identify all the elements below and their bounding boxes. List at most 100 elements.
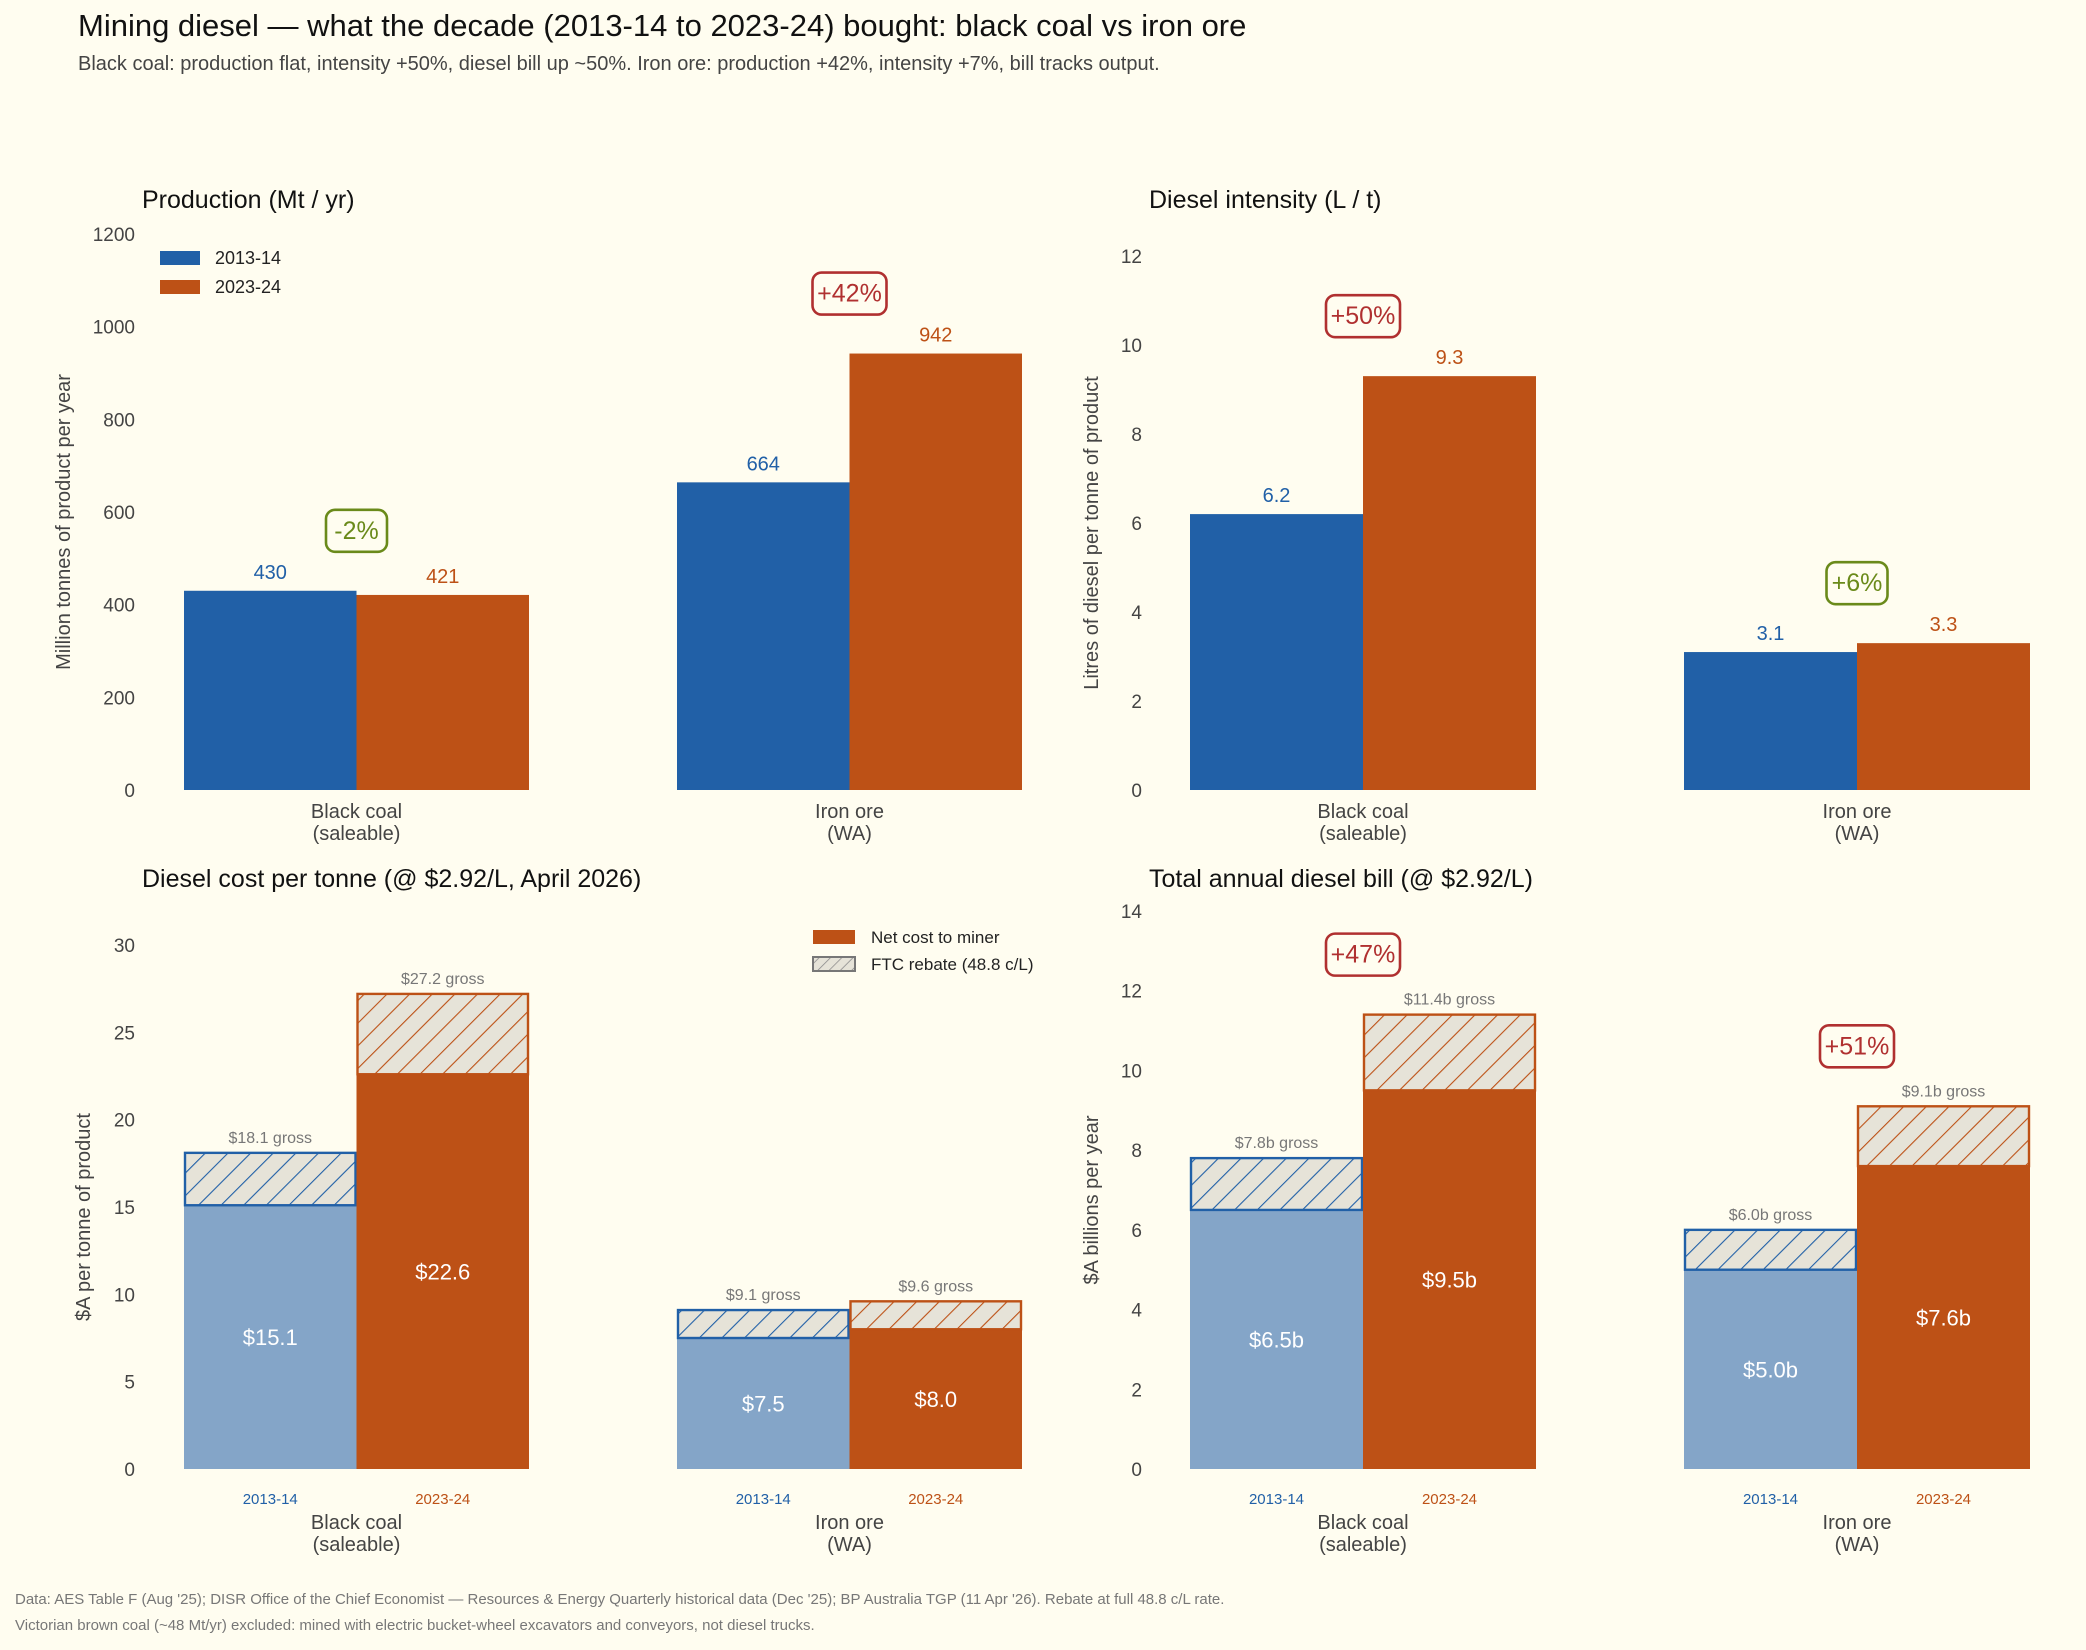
legend-label: Net cost to miner — [871, 928, 1000, 947]
category-label: Iron ore (WA) — [1823, 801, 1892, 845]
bar-2023-24-0 — [1363, 376, 1536, 790]
bar-rebate-2013-14-0 — [1189, 1156, 1364, 1212]
bar-2013-14-1 — [677, 482, 850, 790]
y-tick-label: 1000 — [93, 318, 135, 339]
period-tick-label: 2013-14 — [1249, 1491, 1304, 1508]
gross-value-label: $7.8b gross — [1235, 1135, 1319, 1152]
period-tick-label: 2023-24 — [415, 1491, 470, 1508]
y-tick-label: 5 — [124, 1373, 135, 1394]
category-label: Iron ore (WA) — [815, 1512, 884, 1556]
y-tick-label: 0 — [1131, 781, 1142, 802]
change-badge: +6% — [1832, 569, 1883, 597]
bar-value-label: 6.2 — [1263, 485, 1291, 507]
category-label: Black coal (saleable) — [311, 801, 402, 845]
chart-panel-production: Production (Mt / yr) 0 200 400 600 800 1000 120… — [53, 186, 1022, 845]
y-tick-label: 25 — [114, 1023, 135, 1044]
bar-net-2023-24-1 — [849, 1329, 1022, 1469]
gross-value-label: $27.2 gross — [401, 971, 485, 988]
y-axis-label: $A per tonne of product — [73, 1113, 95, 1321]
footer-exclusion-note: Victorian brown coal (~48 Mt/yr) exclude… — [15, 1617, 815, 1634]
bar-rebate-2013-14-1 — [676, 1308, 850, 1340]
bar-value-label: 942 — [919, 325, 952, 347]
period-tick-label: 2013-14 — [243, 1491, 298, 1508]
bar-value-label: 3.3 — [1930, 614, 1958, 636]
change-badge: +51% — [1825, 1032, 1890, 1060]
bar-value-label: 9.3 — [1436, 347, 1464, 369]
legend-swatch — [812, 956, 856, 972]
y-tick-label: 20 — [114, 1111, 135, 1132]
y-tick-label: 0 — [124, 781, 135, 802]
legend-label: 2023-24 — [215, 277, 281, 297]
change-badge-frame — [1818, 1024, 1896, 1069]
panel-title: Diesel cost per tonne (@ $2.92/L, April … — [142, 865, 641, 893]
net-value-label: $9.5b — [1422, 1268, 1477, 1293]
bar-net-2013-14-1 — [677, 1338, 850, 1469]
chart-panel-intensity: Diesel intensity (L / t) 0 2 4 6 8 10 12 Litres … — [1081, 186, 2030, 845]
bar-2013-14-0 — [184, 590, 357, 790]
period-tick-label: 2023-24 — [908, 1491, 963, 1508]
legend-swatch — [160, 280, 200, 294]
bar-rebate-2023-24-1 — [1856, 1105, 2031, 1168]
y-tick-label: 200 — [103, 688, 135, 709]
bar-2013-14-1 — [1684, 652, 1857, 790]
y-tick-label: 2 — [1131, 692, 1142, 713]
bar-net-2023-24-0 — [1363, 1090, 1536, 1469]
y-tick-label: 6 — [1131, 514, 1142, 535]
period-tick-label: 2013-14 — [1743, 1491, 1798, 1508]
y-tick-label: 8 — [1131, 425, 1142, 446]
bar-net-2013-14-0 — [184, 1205, 357, 1469]
period-tick-label: 2023-24 — [1916, 1491, 1971, 1508]
bar-2013-14-0 — [1190, 514, 1363, 790]
bar-net-2023-24-1 — [1857, 1166, 2030, 1469]
bar-rebate-2013-14-1 — [1683, 1228, 1858, 1271]
y-axis-label: $A billions per year — [1081, 1115, 1103, 1284]
gross-value-label: $6.0b gross — [1729, 1207, 1813, 1224]
bar-2023-24-1 — [849, 353, 1022, 790]
figure-subtitle: Black coal: production flat, intensity +… — [78, 53, 1160, 75]
category-label: Black coal (saleable) — [311, 1512, 402, 1556]
net-value-label: $6.5b — [1249, 1327, 1304, 1352]
bar-value-label: 430 — [254, 562, 287, 584]
y-tick-label: 400 — [103, 596, 135, 617]
category-label: Iron ore (WA) — [815, 801, 884, 845]
period-tick-label: 2023-24 — [1422, 1491, 1477, 1508]
y-tick-label: 15 — [114, 1198, 135, 1219]
gross-value-label: $9.6 gross — [898, 1278, 973, 1295]
change-badge: +50% — [1331, 302, 1396, 330]
bar-value-label: 421 — [426, 566, 459, 588]
change-badge-frame — [811, 271, 888, 316]
chart-panel-cost_per_tonne: Diesel cost per tonne (@ $2.92/L, April … — [73, 865, 1034, 1556]
bar-2023-24-1 — [1857, 643, 2030, 790]
bar-rebate-2023-24-0 — [1362, 1013, 1537, 1092]
legend-swatch — [160, 251, 200, 265]
gross-value-label: $9.1b gross — [1902, 1083, 1986, 1100]
period-tick-label: 2013-14 — [736, 1491, 791, 1508]
y-tick-label: 4 — [1131, 1301, 1142, 1322]
bar-rebate-2023-24-1 — [849, 1300, 1023, 1331]
net-value-label: $8.0 — [914, 1387, 957, 1412]
bar-net-2023-24-0 — [356, 1074, 529, 1469]
y-tick-label: 800 — [103, 410, 135, 431]
category-label: Black coal (saleable) — [1317, 1512, 1408, 1556]
net-value-label: $15.1 — [243, 1325, 298, 1350]
net-value-label: $5.0b — [1743, 1357, 1798, 1382]
net-value-label: $22.6 — [415, 1260, 470, 1285]
y-tick-label: 10 — [114, 1285, 135, 1306]
y-tick-label: 6 — [1131, 1221, 1142, 1242]
y-axis-label: Million tonnes of product per year — [53, 374, 75, 670]
footer-source-note: Data: AES Table F (Aug '25); DISR Office… — [15, 1591, 1225, 1608]
legend-label: 2013-14 — [215, 248, 281, 268]
change-badge-frame — [324, 508, 389, 554]
change-badge-frame — [1324, 293, 1402, 339]
y-tick-label: 0 — [1131, 1460, 1142, 1481]
bar-net-2013-14-0 — [1190, 1209, 1363, 1469]
y-tick-label: 30 — [114, 936, 135, 957]
bar-rebate-2013-14-0 — [183, 1151, 357, 1207]
y-tick-label: 8 — [1131, 1141, 1142, 1162]
panel-title: Diesel intensity (L / t) — [1149, 186, 1381, 214]
panel-title: Total annual diesel bill (@ $2.92/L) — [1149, 865, 1533, 893]
gross-value-label: $18.1 gross — [228, 1130, 312, 1147]
bar-value-label: 664 — [747, 453, 780, 475]
change-badge-frame — [1324, 932, 1402, 977]
